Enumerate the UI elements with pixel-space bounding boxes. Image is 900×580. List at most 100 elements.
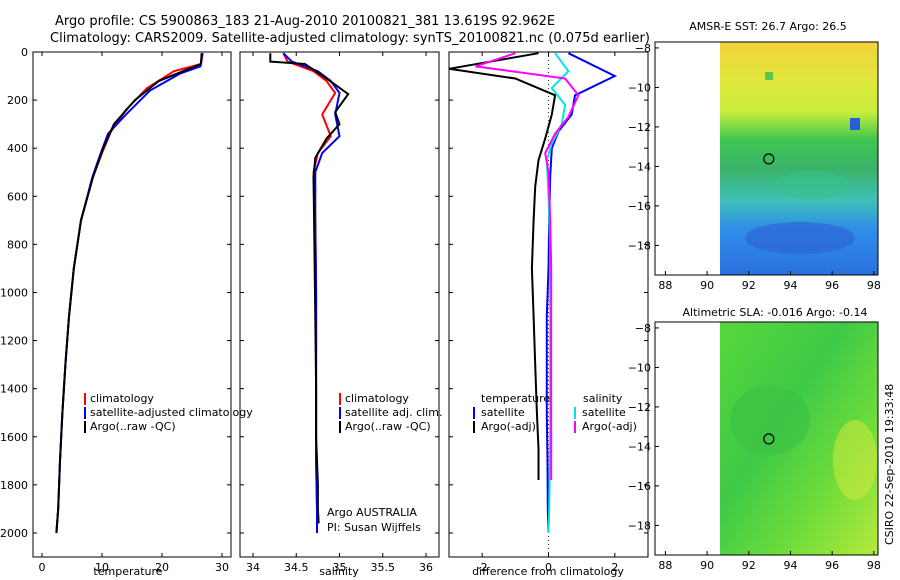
ytick-label-2: 400 <box>7 142 28 155</box>
map-ytick-label-2: −12 <box>628 121 651 134</box>
ytick-label-4: 800 <box>7 238 28 251</box>
ytick-label-10: 2000 <box>0 527 28 540</box>
sst-map-title: AMSR-E SST: 26.7 Argo: 26.5 <box>689 20 847 33</box>
series-line-satellite-adj--clim- <box>282 52 341 533</box>
map-xtick-label-1: 90 <box>700 279 714 292</box>
map-ytick-label-2: −12 <box>628 401 651 414</box>
salinity-legend: climatology satellite adj. clim. Argo(..… <box>339 392 442 433</box>
annotation-argo-australia: Argo AUSTRALIA <box>327 506 417 519</box>
series-line-climatology <box>55 53 204 534</box>
ytick-label-3: 600 <box>7 190 28 203</box>
temperature-xlabel: temperature <box>93 565 162 578</box>
map-ytick-label-5: −18 <box>628 519 651 532</box>
series-line-salinity-satellite <box>545 52 570 534</box>
temperature-axes-frame <box>32 51 232 558</box>
ytick-label-5: 1000 <box>0 286 28 299</box>
series-line-climatology <box>282 52 337 533</box>
sla-map-panel: Altimetric SLA: -0.016 Argo: -0.14 88 90 9… <box>628 306 881 572</box>
legend-label-climatology: climatology <box>90 392 154 405</box>
map-ytick-label-5: −18 <box>628 239 651 252</box>
xtick-label-4: 36 <box>419 561 433 574</box>
map-xtick-label-0: 88 <box>658 559 672 572</box>
map-xtick-label-3: 94 <box>783 279 797 292</box>
map-ytick-label-0: −8 <box>635 322 651 335</box>
map-xtick-label-2: 92 <box>742 279 756 292</box>
series-line-temperature-argo--adj- <box>448 52 557 480</box>
ytick-label-7: 1400 <box>0 383 28 396</box>
annotation-pi: PI: Susan Wijffels <box>327 521 421 534</box>
xtick-label-3: 30 <box>215 561 229 574</box>
map-xtick-label-4: 96 <box>825 279 839 292</box>
series-line-argo---raw--qc- <box>55 53 203 534</box>
sst-map-panel: AMSR-E SST: 26.7 Argo: 26.5 88 90 92 94 96 98… <box>628 20 881 292</box>
map-ytick-label-4: −16 <box>628 200 651 213</box>
sla-argo-marker <box>763 433 775 445</box>
legend-label-argo: Argo(..raw -QC) <box>345 420 431 433</box>
legend-label-argo: Argo(..raw -QC) <box>90 420 176 433</box>
map-xtick-label-4: 96 <box>825 559 839 572</box>
difference-legend: temperature satellite Argo(-adj) salinit… <box>473 392 637 433</box>
chart-title-line1: Argo profile: CS 5900863_183 21-Aug-2010… <box>55 14 555 29</box>
series-line-temperature-satellite <box>545 52 618 534</box>
temperature-legend: climatology satellite-adjusted climatolo… <box>84 392 253 433</box>
map-xtick-label-5: 98 <box>867 279 881 292</box>
sst-cold-spot <box>850 118 860 130</box>
temperature-panel: 0 10 20 30 0 200 400 600 800 1000 1200 1400 1600 1800… <box>0 46 253 578</box>
salinity-panel: 34 34.5 35 35.5 36 salinity climatology sate… <box>239 51 442 578</box>
map-ytick-label-3: −14 <box>628 440 651 453</box>
xtick-label-2: 35 <box>333 561 347 574</box>
map-ytick-label-1: −10 <box>628 361 651 374</box>
xtick-label-2: 20 <box>155 561 169 574</box>
xtick-label-2: 2 <box>611 561 618 574</box>
xtick-label-1: 34.5 <box>284 561 309 574</box>
sst-warm-spot <box>765 72 773 80</box>
sst-cyan-patch <box>774 171 850 199</box>
xtick-label-1: 0 <box>545 561 552 574</box>
ytick-label-0: 0 <box>21 46 28 59</box>
map-xtick-label-5: 98 <box>867 559 881 572</box>
xtick-label-0: -2 <box>477 561 488 574</box>
map-xtick-label-0: 88 <box>658 279 672 292</box>
sla-map-frame <box>654 321 879 556</box>
legend-label-climatology: climatology <box>345 392 409 405</box>
map-xtick-label-2: 92 <box>742 559 756 572</box>
ytick-label-6: 1200 <box>0 335 28 348</box>
legend-heading-salinity: salinity <box>583 392 623 405</box>
sst-map-frame <box>654 41 879 276</box>
legend-label-temp-argo: Argo(-adj) <box>481 420 536 433</box>
difference-xlabel: difference from climatology <box>472 565 624 578</box>
map-xtick-label-1: 90 <box>700 559 714 572</box>
legend-label-satellite-adjusted: satellite-adjusted climatology <box>90 406 253 419</box>
xtick-label-0: 34 <box>246 561 260 574</box>
legend-label-sal-argo: Argo(-adj) <box>582 420 637 433</box>
legend-label-sal-satellite: satellite <box>582 406 626 419</box>
map-ytick-label-1: −10 <box>628 81 651 94</box>
legend-heading-temperature: temperature <box>481 392 550 405</box>
side-label: CSIRO 22-Sep-2010 19:33:48 <box>883 384 896 545</box>
ytick-label-9: 1800 <box>0 479 28 492</box>
xtick-label-3: 35.5 <box>371 561 396 574</box>
xtick-label-1: 10 <box>95 561 109 574</box>
map-ytick-label-4: −16 <box>628 480 651 493</box>
sla-high-patch <box>833 420 877 500</box>
sla-low-patch <box>730 385 810 455</box>
sst-cool-patch <box>745 222 855 254</box>
map-ytick-label-0: −8 <box>635 42 651 55</box>
salinity-axes-frame <box>239 51 440 558</box>
map-ytick-label-3: −14 <box>628 160 651 173</box>
sla-map-title: Altimetric SLA: -0.016 Argo: -0.14 <box>683 306 868 319</box>
difference-axes-frame <box>448 51 649 558</box>
chart-title-line2: Climatology: CARS2009. Satellite-adjuste… <box>50 31 650 46</box>
legend-label-satellite-adj: satellite adj. clim. <box>345 406 442 419</box>
ytick-label-8: 1600 <box>0 431 28 444</box>
xtick-label-0: 0 <box>39 561 46 574</box>
map-xtick-label-3: 94 <box>783 559 797 572</box>
series-line-salinity-argo--adj- <box>475 52 580 480</box>
series-line-argo---raw--qc- <box>269 53 350 524</box>
difference-panel: -2 0 2 difference from climatology tempera… <box>448 51 649 578</box>
salinity-xlabel: salinity <box>319 565 359 578</box>
legend-label-temp-satellite: satellite <box>481 406 525 419</box>
series-line-satellite-adjusted-climatology <box>55 53 204 534</box>
sst-argo-marker <box>763 153 775 165</box>
